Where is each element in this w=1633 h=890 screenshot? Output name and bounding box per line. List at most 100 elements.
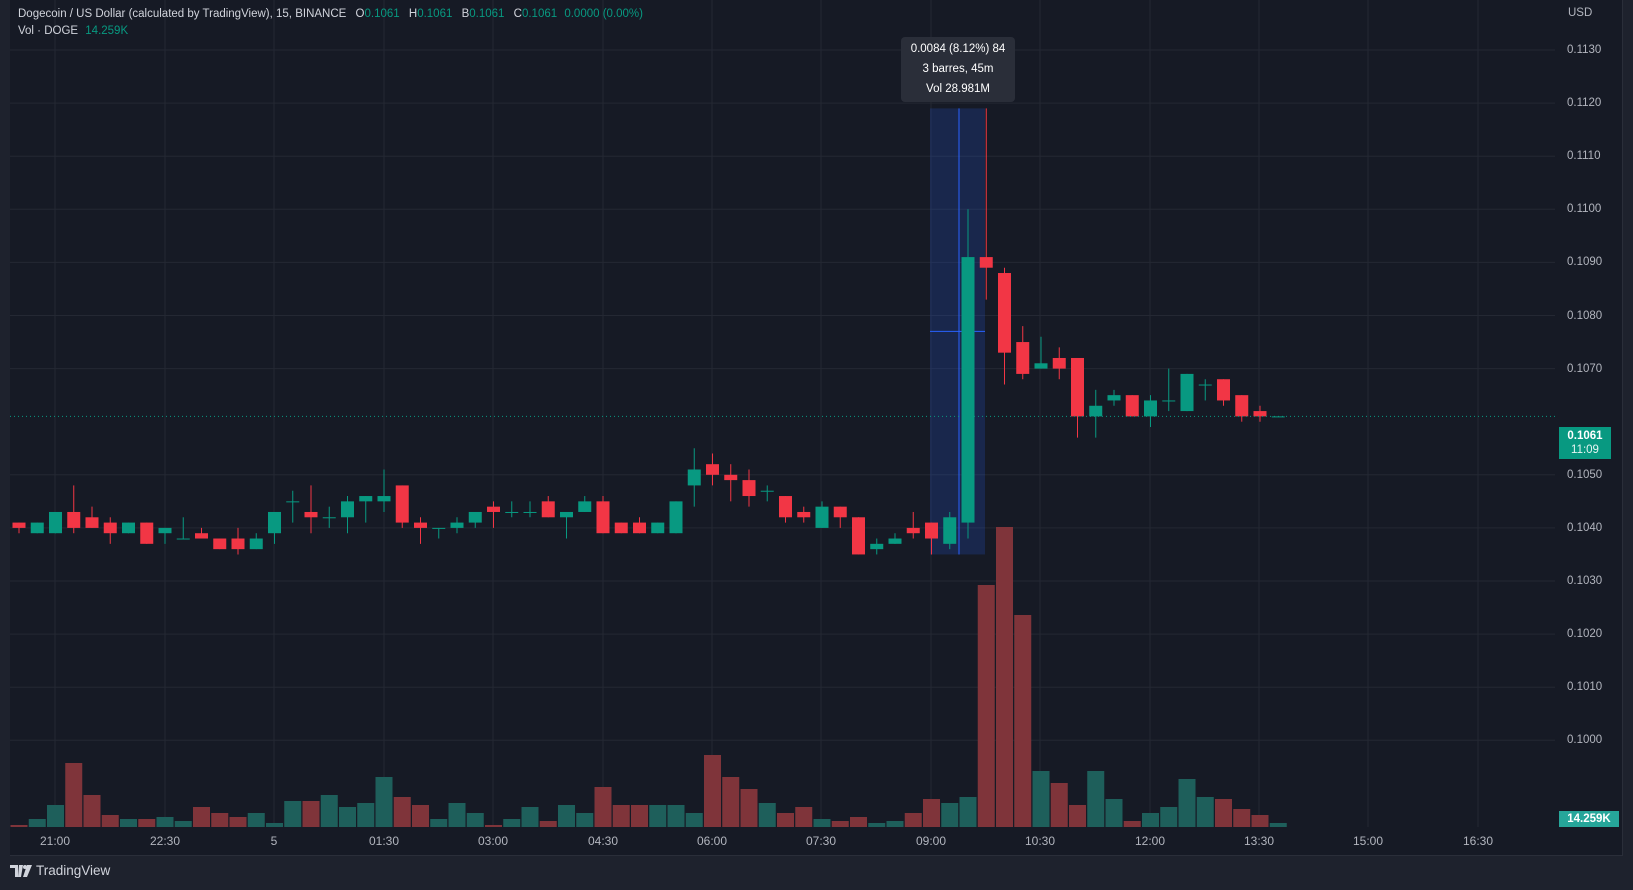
- volume-bar: [1142, 813, 1159, 827]
- volume-bar: [521, 807, 539, 827]
- candle-body: [49, 511, 62, 534]
- candle-body: [578, 501, 592, 512]
- candle-body: [359, 496, 373, 502]
- price-change: 0.0000 (0.00%): [564, 8, 643, 20]
- candle-body: [961, 257, 975, 523]
- candle-body: [870, 543, 884, 550]
- ohlc-close-value: 0.1061: [521, 8, 558, 20]
- measure-volume: Vol 28.981M: [926, 83, 990, 95]
- candle-body: [633, 522, 646, 534]
- volume-bar: [47, 805, 64, 827]
- candle-body: [888, 538, 902, 544]
- last-price-tag: 0.1061 11:09: [1559, 427, 1611, 459]
- currency-label[interactable]: USD: [1568, 7, 1593, 19]
- volume-bar: [1215, 799, 1232, 827]
- candle-body: [1089, 405, 1103, 417]
- price-tick: 0.1020: [1567, 628, 1603, 641]
- time-tick: 09:00: [915, 834, 947, 848]
- price-tick: 0.1120: [1567, 97, 1602, 110]
- candle-body: [12, 522, 26, 528]
- candle-body: [195, 533, 208, 539]
- candle-body: [614, 522, 628, 534]
- candle-body: [395, 485, 409, 523]
- volume-bar: [65, 763, 83, 827]
- volume-bar: [393, 797, 411, 827]
- volume-label: Vol · DOGE: [18, 25, 79, 37]
- candle-body: [760, 490, 774, 492]
- ohlc-open-key: O: [355, 8, 365, 20]
- candle-body: [341, 501, 354, 518]
- volume-bar: [685, 813, 703, 827]
- candle-body: [979, 257, 993, 268]
- time-tick: 03:00: [477, 834, 509, 848]
- price-tick: 0.1010: [1567, 681, 1603, 694]
- price-tick: 0.1030: [1567, 575, 1603, 587]
- volume-bar: [740, 789, 758, 827]
- volume-bar: [612, 805, 630, 827]
- time-tick: 01:30: [368, 834, 400, 848]
- ohlc-high-key: H: [408, 8, 418, 20]
- price-tick: 0.1070: [1567, 362, 1603, 375]
- volume-bar: [704, 755, 721, 827]
- tradingview-logo[interactable]: TradingView: [10, 863, 110, 878]
- volume-bar: [1160, 807, 1178, 827]
- volume-bar: [229, 817, 247, 827]
- volume-bar: [156, 817, 174, 827]
- time-tick: 5: [270, 834, 278, 848]
- tradingview-logo-icon: [10, 864, 32, 877]
- candle-body: [176, 538, 190, 540]
- ohlc-low-value: 0.1061: [469, 8, 505, 20]
- candle-body: [669, 501, 683, 534]
- volume-bar: [375, 777, 393, 827]
- candle-body: [906, 527, 920, 534]
- candle-body: [432, 527, 446, 529]
- volume-bar: [284, 801, 302, 827]
- candle-body: [815, 506, 829, 528]
- volume-bar: [174, 821, 192, 827]
- volume-bar: [247, 813, 265, 827]
- volume-value: 14.259K: [85, 25, 129, 37]
- volume-bar: [1178, 779, 1196, 827]
- volume-bar: [868, 823, 886, 827]
- candle-body: [286, 501, 300, 503]
- volume-bar: [339, 807, 356, 827]
- volume-bar: [357, 803, 375, 827]
- candle-body: [1253, 411, 1267, 417]
- candle-body: [213, 538, 227, 550]
- volume-bar: [101, 815, 119, 827]
- time-tick: 21:00: [39, 834, 71, 848]
- ohlc-close-key: C: [513, 8, 522, 20]
- candle-body: [541, 501, 555, 518]
- candle-body: [687, 469, 701, 486]
- candle-body: [450, 522, 464, 528]
- candle-body: [231, 538, 245, 550]
- volume-bar: [120, 819, 137, 827]
- candle-body: [925, 522, 938, 539]
- candle-body: [414, 522, 427, 528]
- logo-text: TradingView: [36, 863, 111, 878]
- volume-legend[interactable]: Vol · DOGE 14.259K: [18, 25, 128, 37]
- candle-body: [797, 511, 811, 518]
- chart-panel[interactable]: [10, 0, 1623, 856]
- measure-price-change: 0.0084 (8.12%) 84: [910, 43, 1006, 55]
- last-volume-tag: 14.259K: [1559, 811, 1619, 827]
- volume-bar: [485, 825, 502, 827]
- candle-body: [943, 517, 957, 544]
- volume-bar: [777, 813, 794, 827]
- candle-body: [706, 464, 719, 475]
- price-tick: 0.1110: [1567, 150, 1601, 163]
- ohlc-open-value: 0.1061: [364, 8, 400, 20]
- volume-bar: [850, 817, 867, 827]
- symbol-legend[interactable]: Dogecoin / US Dollar (calculated by Trad…: [18, 8, 643, 20]
- candle-body: [833, 506, 847, 518]
- volume-bar: [539, 821, 557, 827]
- volume-bar: [594, 787, 612, 827]
- price-tick: 0.1100: [1567, 203, 1602, 216]
- volume-bar: [813, 819, 831, 827]
- volume-bar: [320, 795, 338, 827]
- price-tick: 0.1080: [1567, 309, 1603, 322]
- volume-bar: [941, 803, 959, 827]
- measure-tooltip: 0.0084 (8.12%) 84 3 barres, 45m Vol 28.9…: [901, 37, 1015, 102]
- volume-bar: [1014, 615, 1032, 827]
